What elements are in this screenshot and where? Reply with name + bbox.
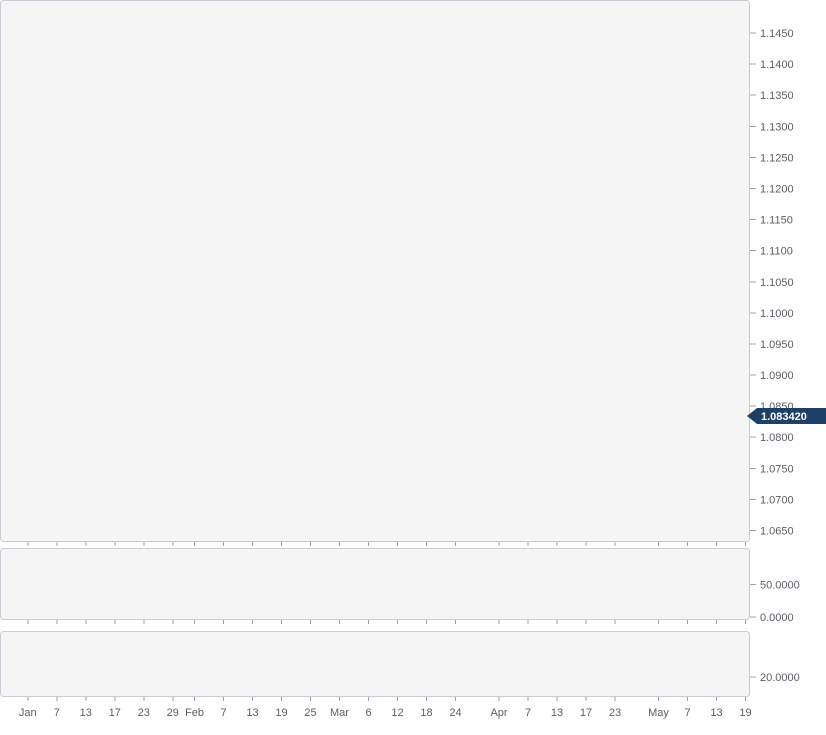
x-axis-label: 19 (739, 707, 751, 719)
rsi-axis-label: 0.0000 (760, 612, 794, 624)
x-axis-label: 17 (109, 707, 121, 719)
x-axis-label: 13 (551, 707, 563, 719)
x-axis-labels: Jan 7 13 17 23 29 Feb 7 13 19 25 Mar 6 12 18 24 Apr 7 13 17… (19, 707, 752, 719)
price-axis-label: 1.0900 (760, 370, 794, 382)
x-axis-label: 29 (167, 707, 179, 719)
x-axis-label: 13 (246, 707, 258, 719)
x-axis-label: 19 (275, 707, 287, 719)
x-axis-label: May (648, 707, 669, 719)
rsi-axis-label: 50.0000 (760, 580, 800, 592)
x-axis-label: 12 (391, 707, 403, 719)
x-axis-label: 25 (304, 707, 316, 719)
x-axis-label: 17 (580, 707, 592, 719)
x-axis-label: 23 (138, 707, 150, 719)
price-axis-label: 1.1450 (760, 28, 794, 40)
x-axis-label: 7 (54, 707, 60, 719)
price-axis-label: 1.1400 (760, 59, 794, 71)
x-axis-label: Apr (490, 707, 507, 719)
indicator-panel-background[interactable] (0, 631, 750, 697)
x-axis-label: 6 (365, 707, 371, 719)
price-axis-label: 1.0700 (760, 494, 794, 506)
price-axis-label: 1.1100 (760, 246, 793, 258)
price-axis-label: 1.0750 (760, 463, 794, 475)
x-axis-label: 23 (609, 707, 621, 719)
x-axis-label: 13 (80, 707, 92, 719)
price-axis-label: 1.1300 (760, 121, 794, 133)
price-axis-label: 1.1250 (760, 152, 794, 164)
x-axis-label: Mar (330, 707, 349, 719)
price-axis-label: 1.1000 (760, 308, 794, 320)
current-price-badge: 1.083420 (747, 408, 826, 424)
price-axis-label: 1.0800 (760, 432, 794, 444)
rsi-panel-background[interactable] (0, 548, 750, 620)
badge-box (757, 408, 826, 424)
x-axis-label: 24 (449, 707, 461, 719)
price-axis-label: 1.0950 (760, 339, 794, 351)
x-axis-label: 7 (220, 707, 226, 719)
x-axis-label: 13 (710, 707, 722, 719)
x-axis-label: Jan (19, 707, 37, 719)
price-axis-label: 1.1350 (760, 90, 794, 102)
x-axis-label: 18 (420, 707, 432, 719)
main-panel-background[interactable] (0, 0, 750, 542)
indicator-axis-label: 20.0000 (760, 672, 800, 684)
x-axis-label: 7 (525, 707, 531, 719)
price-axis-label: 1.1150 (760, 215, 793, 227)
price-axis-label: 1.0650 (760, 526, 794, 538)
price-axis-label: 1.1050 (760, 277, 794, 289)
price-axis-label: 1.1200 (760, 184, 794, 196)
x-axis-label: 7 (684, 707, 690, 719)
badge-arrow-icon (747, 408, 757, 424)
x-axis-label: Feb (185, 707, 204, 719)
current-price-value: 1.083420 (761, 411, 807, 423)
